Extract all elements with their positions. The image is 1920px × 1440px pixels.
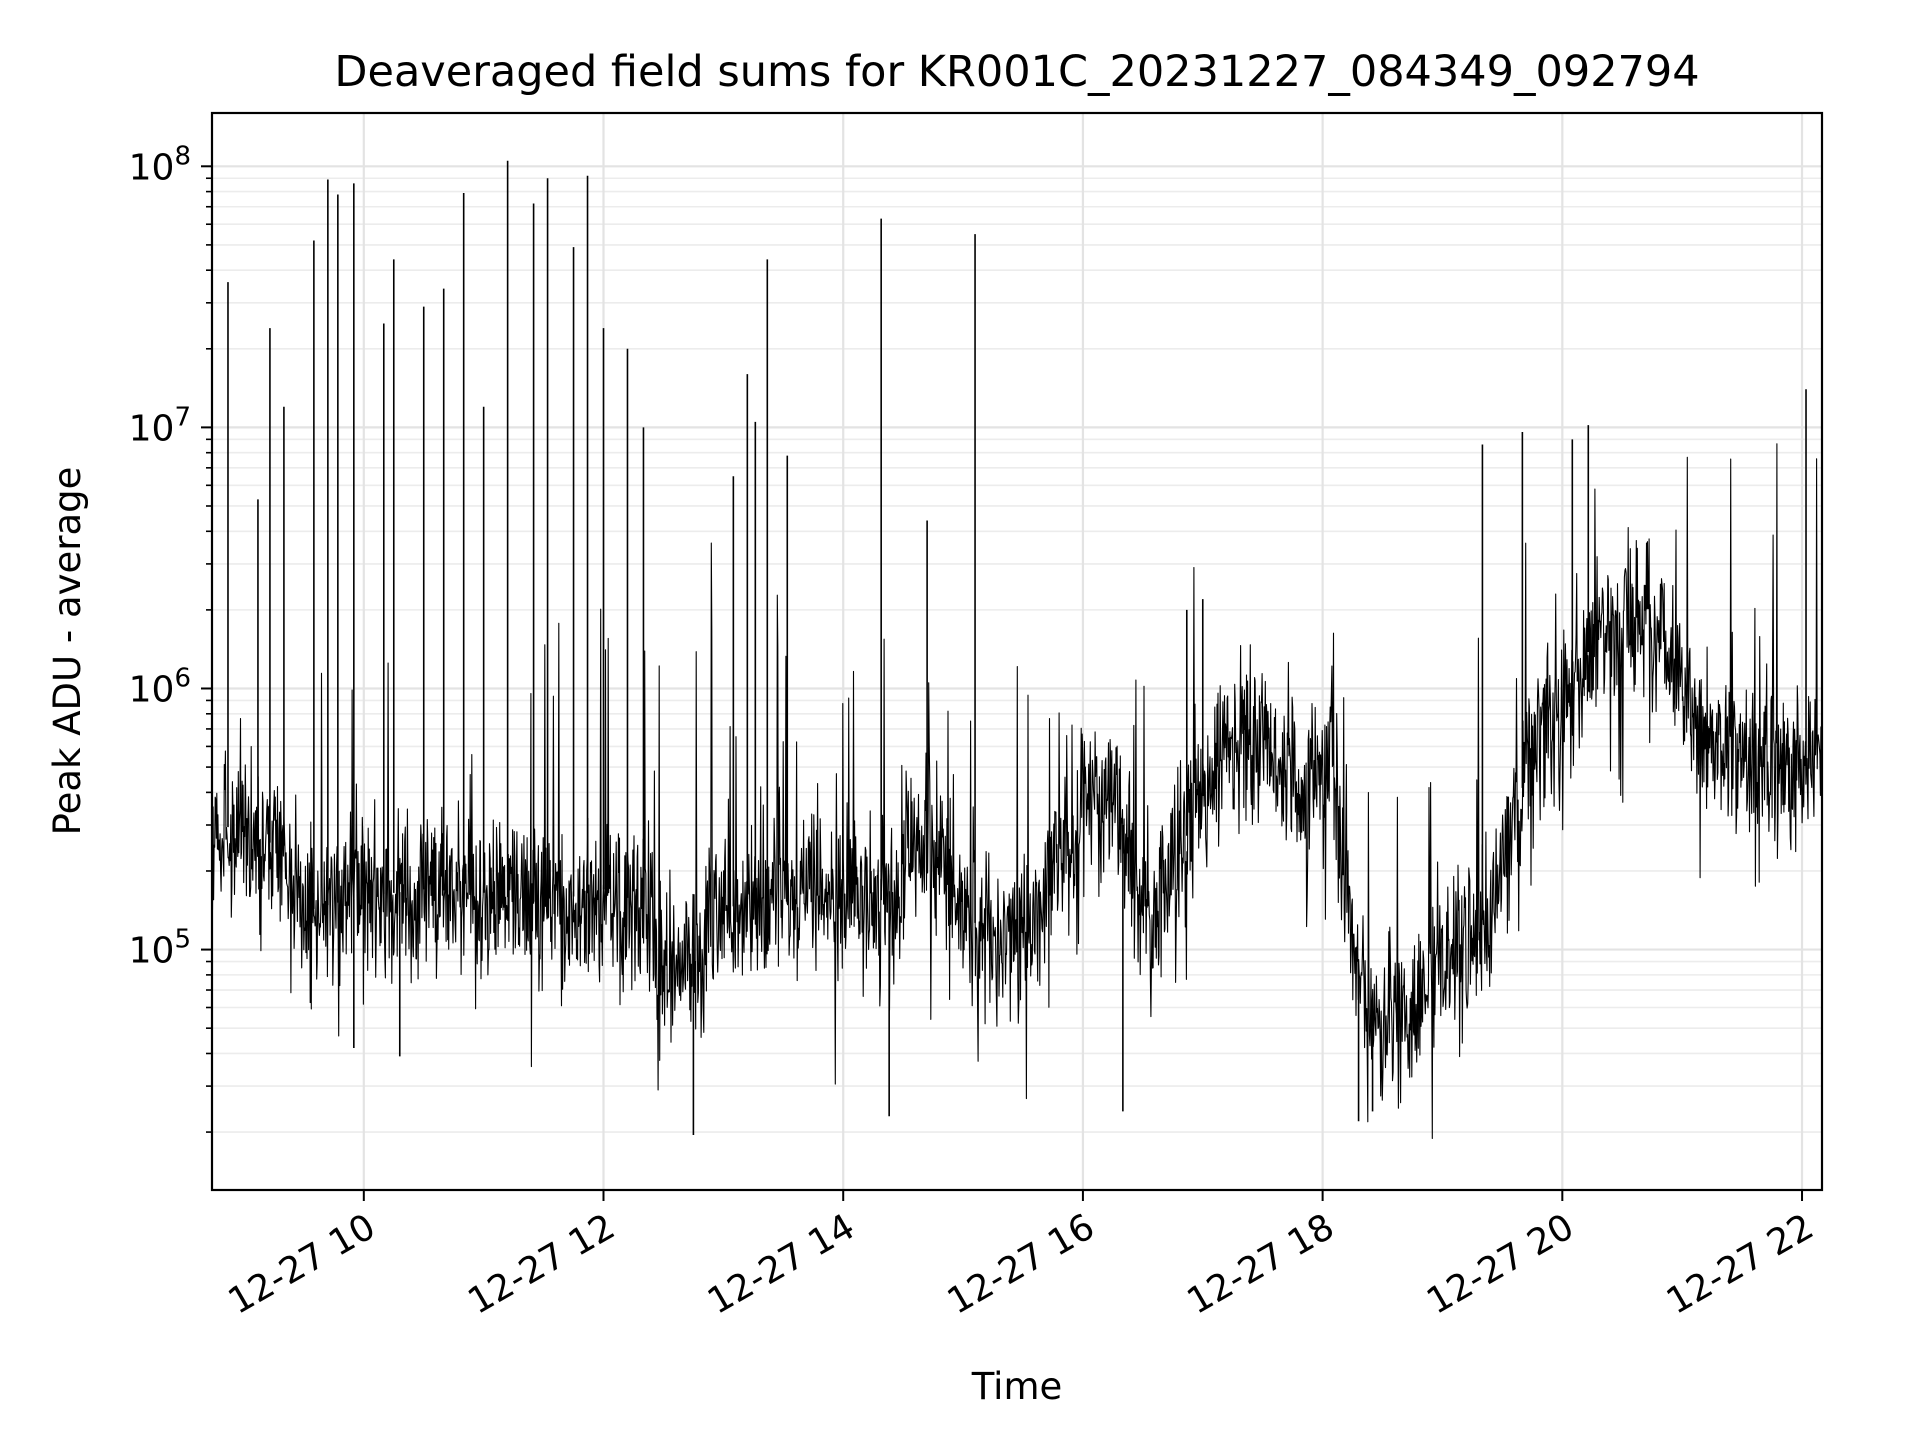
plot-frame — [210, 111, 1824, 1192]
y-axis-label: Peak ADU - average — [46, 467, 89, 836]
series-line — [211, 443, 1823, 1140]
chart-title: Deaveraged field sums for KR001C_2023122… — [334, 47, 1699, 97]
series-layer — [211, 160, 1823, 1140]
y-tick-label: 108 — [129, 141, 191, 188]
y-tick-label: 106 — [129, 663, 191, 710]
y-tick-label: 107 — [129, 402, 191, 449]
x-axis-label: Time — [971, 1365, 1063, 1408]
y-axis-ticks: 105 106 107 108 — [129, 141, 212, 1133]
y-tick-label: 105 — [129, 925, 191, 972]
